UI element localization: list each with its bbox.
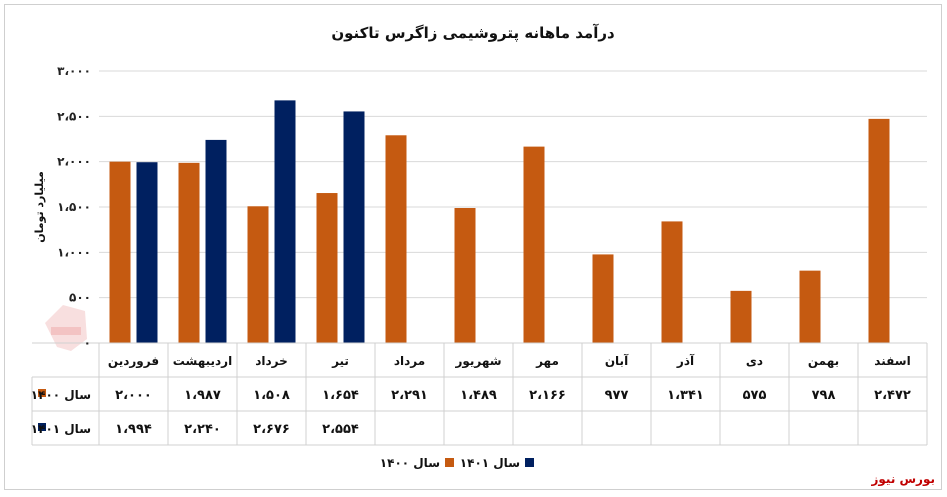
data-label: ۱،۶۵۴ <box>322 388 359 403</box>
bar <box>205 139 227 343</box>
bar <box>523 146 545 343</box>
category-label: فروردین <box>108 354 159 369</box>
bar <box>316 193 338 343</box>
category-label: مهر <box>535 354 559 368</box>
category-label: مرداد <box>394 354 425 368</box>
y-tick-label: ۳،۰۰۰ <box>57 64 91 78</box>
data-label: ۲،۲۴۰ <box>184 422 221 437</box>
y-tick-label: ۲،۰۰۰ <box>57 155 91 169</box>
legend-label: سال ۱۴۰۱ <box>460 456 520 470</box>
row-series-name: سال ۱۴۰۱ <box>31 422 91 436</box>
data-label: ۱،۵۰۸ <box>253 388 290 403</box>
y-tick-label: ۱،۵۰۰ <box>57 200 91 214</box>
category-label: دی <box>746 354 763 368</box>
watermark-logo <box>45 305 87 351</box>
legend-label: سال ۱۴۰۰ <box>380 456 440 470</box>
data-label: ۱،۹۸۷ <box>184 388 221 403</box>
source-label: بورس نیوز <box>870 472 935 487</box>
category-label: شهریور <box>454 354 501 369</box>
category-label: خرداد <box>255 354 288 368</box>
y-tick-label: ۲،۵۰۰ <box>57 109 91 123</box>
category-label: آذر <box>676 353 695 368</box>
category-label: آبان <box>605 353 629 368</box>
legend-swatch <box>445 458 454 467</box>
legend-swatch <box>525 458 534 467</box>
data-label: ۱،۳۴۱ <box>667 388 704 403</box>
data-label: ۲،۱۶۶ <box>529 388 566 403</box>
category-label: تیر <box>331 354 349 368</box>
data-label: ۵۷۵ <box>743 388 767 403</box>
category-label: اسفند <box>874 354 910 368</box>
data-label: ۹۷۷ <box>605 388 629 403</box>
y-tick-label: ۱،۰۰۰ <box>57 245 91 259</box>
data-label: ۲،۶۷۶ <box>253 422 290 437</box>
bar <box>454 207 476 343</box>
watermark-stripe <box>51 327 81 335</box>
y-axis-label: میلیارد تومان <box>33 171 46 243</box>
y-tick-label: ۵۰۰ <box>69 291 91 305</box>
bar <box>178 162 200 343</box>
bar <box>109 161 131 343</box>
chart-title: درآمد ماهانه پتروشیمی زاگرس تاکنون <box>331 24 615 43</box>
bar <box>136 162 158 343</box>
category-label: اردیبهشت <box>173 354 232 368</box>
chart-frame: درآمد ماهانه پتروشیمی زاگرس تاکنون میلیار… <box>4 4 942 490</box>
bar-chart: درآمد ماهانه پتروشیمی زاگرس تاکنون میلیار… <box>31 24 935 487</box>
bar <box>274 100 296 343</box>
data-label: ۱،۹۹۴ <box>115 422 152 437</box>
bar <box>385 135 407 343</box>
y-tick-label: ۰ <box>84 336 91 350</box>
bar <box>730 290 752 343</box>
data-label: ۲،۲۹۱ <box>391 388 428 403</box>
data-label: ۲،۰۰۰ <box>115 388 152 403</box>
bar <box>661 221 683 343</box>
row-series-name: سال ۱۴۰۰ <box>31 388 91 402</box>
data-label: ۲،۵۵۴ <box>322 422 359 437</box>
bar <box>247 206 269 343</box>
bar <box>868 118 890 343</box>
bar <box>592 254 614 343</box>
category-label: بهمن <box>808 354 839 368</box>
data-label: ۲،۴۷۲ <box>874 388 911 403</box>
data-label: ۱،۴۸۹ <box>460 388 497 403</box>
bar <box>799 270 821 343</box>
data-label: ۷۹۸ <box>812 388 836 403</box>
row-legend-key <box>38 389 46 397</box>
row-legend-key <box>38 423 46 431</box>
bar <box>343 111 365 343</box>
